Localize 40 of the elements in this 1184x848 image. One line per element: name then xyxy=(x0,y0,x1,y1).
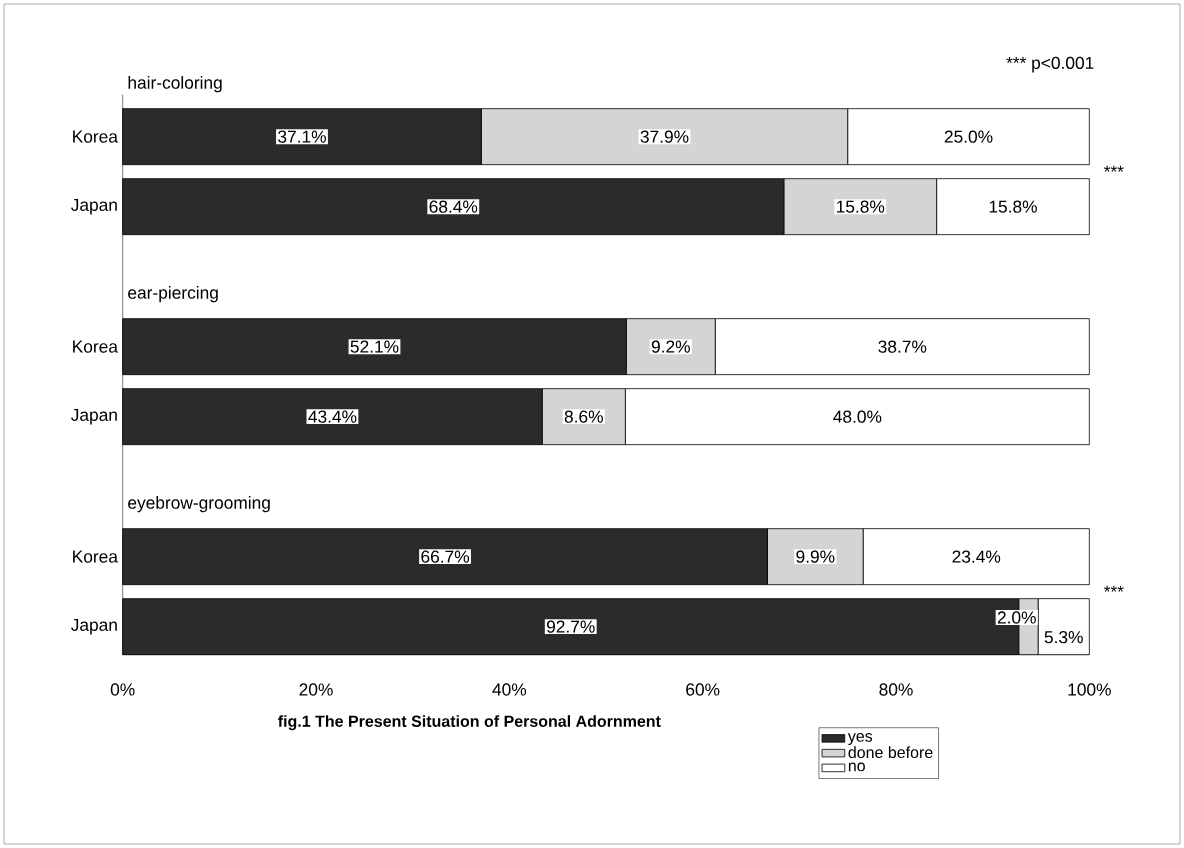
text: *** p<0.001 xyxy=(1006,56,1094,73)
data-label: 5.3% xyxy=(1044,631,1083,644)
text: *** xyxy=(1103,165,1124,172)
x-tick-label: 80% xyxy=(879,683,913,696)
x-tick-label: 0% xyxy=(110,683,135,696)
x-tick-label: 40% xyxy=(492,683,527,696)
data-label: 9.2% xyxy=(651,340,690,353)
data-label: 37.9% xyxy=(640,130,689,143)
data-label: 92.7% xyxy=(546,620,595,633)
y-tick-label: Korea xyxy=(73,340,118,353)
y-tick-label: Japan xyxy=(71,618,117,635)
data-label: 23.4% xyxy=(952,550,1001,563)
y-tick-label: Korea xyxy=(73,130,118,143)
y-tick-label: Japan xyxy=(71,408,117,425)
data-label: 66.7% xyxy=(421,550,470,563)
annotation: ear-piercing xyxy=(128,286,218,303)
data-label: 9.9% xyxy=(796,550,835,563)
y-tick-label: Japan xyxy=(71,198,117,215)
legend-label: done before xyxy=(848,746,933,759)
y-tick-label: Korea xyxy=(73,550,118,563)
data-label: 48.0% xyxy=(833,410,882,423)
data-label: 25.0% xyxy=(944,130,993,143)
x-tick-label: 100% xyxy=(1068,683,1111,696)
x-tick-label: 60% xyxy=(686,683,720,696)
data-label: 15.8% xyxy=(989,200,1037,213)
data-label: 38.7% xyxy=(878,340,927,353)
data-label: 8.6% xyxy=(564,410,603,423)
text: *** xyxy=(1103,585,1124,592)
x-tick-label: 20% xyxy=(299,683,333,696)
data-label: 43.4% xyxy=(308,410,357,423)
legend-label: no xyxy=(848,762,865,772)
annotation: eyebrow-grooming xyxy=(128,496,270,513)
data-label: 52.1% xyxy=(350,340,399,353)
data-label: 68.4% xyxy=(429,200,478,213)
data-label: 15.8% xyxy=(836,200,885,213)
text: fig.1 The Present Situation of Personal Adornment xyxy=(278,715,661,731)
data-label: 2.0% xyxy=(997,611,1036,624)
data-label: 37.1% xyxy=(278,130,326,143)
text: hair-coloring xyxy=(128,76,222,93)
legend-label: yes xyxy=(847,733,873,745)
